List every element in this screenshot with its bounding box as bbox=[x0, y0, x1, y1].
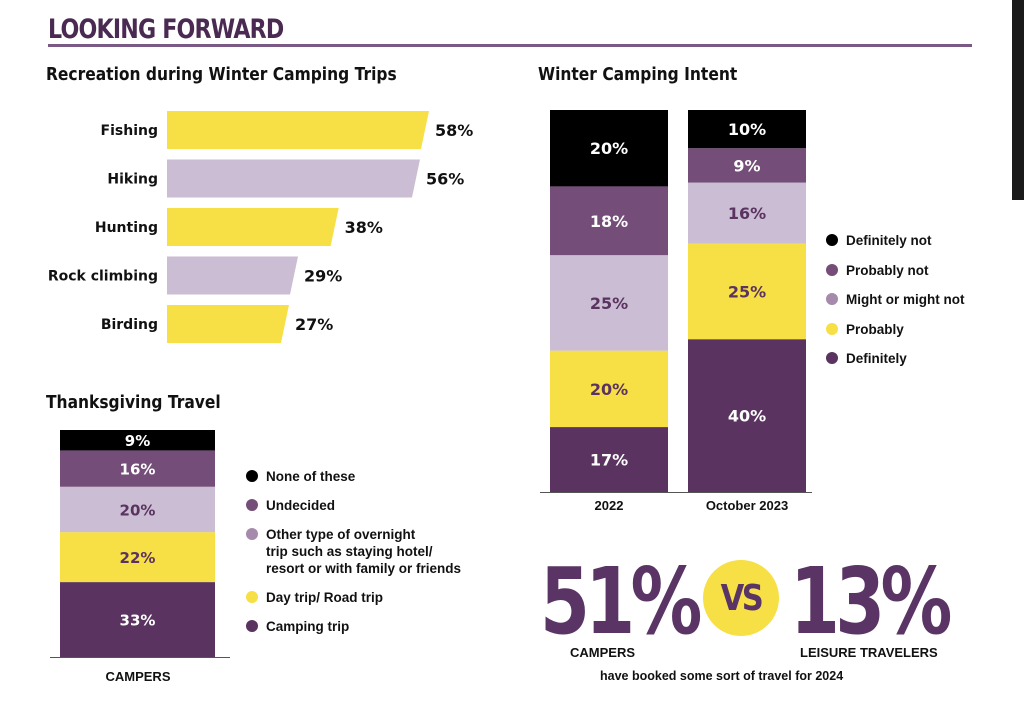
intent-x-tick-label: 2022 bbox=[594, 498, 624, 513]
stack-segment bbox=[60, 532, 215, 583]
thanksgiving-legend: None of these Undecided Other type of over… bbox=[246, 468, 461, 647]
legend-item: Might or might not bbox=[826, 291, 964, 308]
stack-segment bbox=[550, 110, 668, 187]
legend-label: Camping trip bbox=[266, 619, 350, 634]
stack-segment bbox=[550, 186, 668, 256]
recreation-bar-chart: Fishing 58% Hiking 56% Hunting 38% Rock climbi… bbox=[48, 111, 473, 343]
intent-legend: Definitely not Probably not Might or might… bbox=[826, 232, 964, 380]
recreation-category-label: Hiking bbox=[107, 172, 158, 188]
leisure-travelers-label: LEISURE TRAVELERS bbox=[800, 645, 938, 660]
recreation-bar bbox=[167, 159, 420, 198]
stack-segment bbox=[60, 486, 215, 533]
recreation-value-label: 58% bbox=[435, 121, 473, 140]
legend-item: Day trip/ Road trip bbox=[246, 589, 461, 606]
legend-item: Undecided bbox=[246, 497, 461, 514]
recreation-value-label: 38% bbox=[345, 218, 383, 237]
stack-segment bbox=[550, 350, 668, 428]
intent-chart-title: Winter Camping Intent bbox=[538, 64, 738, 85]
legend-item: Definitely not bbox=[826, 232, 964, 249]
segment-value-label: 16% bbox=[728, 204, 766, 223]
segment-value-label: 40% bbox=[728, 407, 766, 426]
legend-swatch bbox=[826, 322, 838, 335]
recreation-value-label: 29% bbox=[304, 267, 342, 286]
section-title: LOOKING FORWARD bbox=[48, 14, 284, 45]
recreation-category-label: Hunting bbox=[95, 220, 158, 236]
segment-value-label: 22% bbox=[120, 549, 156, 567]
legend-swatch bbox=[826, 293, 838, 305]
recreation-category-label: Birding bbox=[101, 317, 158, 333]
stack-segment bbox=[688, 148, 806, 183]
legend-label: None of these bbox=[266, 469, 356, 484]
legend-label: Other type of overnight trip such as stay… bbox=[266, 527, 462, 576]
legend-label: Definitely bbox=[846, 351, 907, 366]
legend-swatch bbox=[246, 528, 258, 540]
vs-text: VS bbox=[720, 577, 764, 619]
stack-segment bbox=[550, 427, 668, 492]
stack-segment bbox=[60, 582, 215, 657]
legend-swatch bbox=[246, 470, 258, 482]
recreation-value-label: 56% bbox=[426, 170, 464, 189]
recreation-bar bbox=[167, 208, 339, 246]
legend-label: Probably bbox=[846, 321, 904, 337]
legend-item: Other type of overnight trip such as stay… bbox=[246, 526, 461, 577]
segment-value-label: 25% bbox=[590, 294, 628, 313]
intent-x-tick-label: October 2023 bbox=[705, 498, 789, 513]
thanksgiving-chart-title: Thanksgiving Travel bbox=[46, 392, 221, 413]
legend-label: Probably not bbox=[846, 262, 929, 278]
stack-segment bbox=[688, 339, 806, 492]
segment-value-label: 16% bbox=[120, 461, 156, 479]
recreation-bar bbox=[167, 305, 289, 343]
title-divider bbox=[48, 44, 972, 47]
legend-swatch bbox=[826, 263, 838, 276]
stack-segment bbox=[688, 243, 806, 340]
segment-value-label: 10% bbox=[728, 120, 766, 139]
campers-percent: 51% bbox=[540, 548, 702, 655]
comparison-caption: have booked some sort of travel for 2024 bbox=[600, 669, 844, 683]
legend-label: Undecided bbox=[266, 498, 336, 513]
legend-swatch bbox=[826, 234, 838, 246]
campers-label: CAMPERS bbox=[570, 645, 636, 660]
thanksgiving-stacked-chart: 33% 22% 20% 16% 9% bbox=[50, 430, 230, 658]
recreation-chart-title: Recreation during Winter Camping Trips bbox=[46, 64, 397, 85]
stack-segment bbox=[688, 182, 806, 244]
legend-swatch bbox=[246, 499, 258, 511]
thanksgiving-x-tick-label: CAMPERS bbox=[105, 669, 171, 684]
legend-swatch bbox=[246, 591, 258, 603]
legend-swatch bbox=[826, 352, 838, 364]
legend-label: Definitely not bbox=[846, 233, 932, 248]
segment-value-label: 20% bbox=[590, 380, 628, 399]
leisure-travelers-percent: 13% bbox=[790, 548, 952, 655]
recreation-bar bbox=[167, 111, 429, 149]
segment-value-label: 17% bbox=[590, 451, 628, 470]
recreation-category-label: Fishing bbox=[101, 123, 158, 139]
stack-segment bbox=[60, 450, 215, 487]
legend-item: None of these bbox=[246, 468, 461, 485]
stack-segment bbox=[60, 430, 215, 451]
legend-label: Might or might not bbox=[846, 292, 965, 307]
segment-value-label: 9% bbox=[733, 156, 760, 175]
stack-segment bbox=[550, 255, 668, 351]
legend-item: Probably not bbox=[826, 262, 964, 279]
legend-item: Camping trip bbox=[246, 618, 461, 635]
segment-value-label: 20% bbox=[120, 501, 156, 519]
segment-value-label: 9% bbox=[125, 432, 150, 450]
vs-badge: VS bbox=[703, 560, 779, 636]
recreation-category-label: Rock climbing bbox=[48, 269, 158, 285]
legend-label: Day trip/ Road trip bbox=[266, 590, 384, 605]
legend-swatch bbox=[246, 620, 258, 632]
segment-value-label: 25% bbox=[728, 282, 766, 301]
stack-segment bbox=[688, 110, 806, 149]
segment-value-label: 33% bbox=[120, 612, 156, 630]
segment-value-label: 20% bbox=[590, 139, 628, 158]
legend-item: Probably bbox=[826, 321, 964, 338]
segment-value-label: 18% bbox=[590, 212, 628, 231]
recreation-bar bbox=[167, 256, 298, 295]
legend-item: Definitely bbox=[826, 350, 964, 367]
scrollbar[interactable] bbox=[1012, 0, 1024, 200]
intent-stacked-chart: 17% 20% 25% 18% 20% 40% 25% 16% 9% 10% bbox=[540, 110, 812, 493]
recreation-value-label: 27% bbox=[295, 315, 333, 334]
